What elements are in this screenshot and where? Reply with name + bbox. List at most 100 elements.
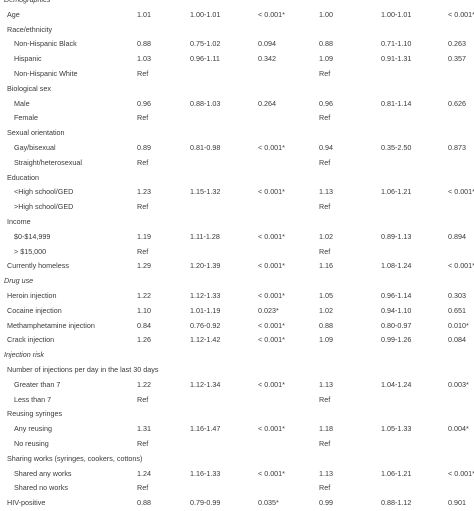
variable-label: Gay/bisexual <box>14 142 56 152</box>
variable-label: Non-Hispanic Black <box>14 39 77 49</box>
adjusted-ci: 0.91-1.31 <box>381 54 412 64</box>
unadjusted-ratio: 0.88 <box>137 498 151 508</box>
adjusted-p-value: 0.003* <box>448 379 469 389</box>
variable-label: Injection risk <box>4 350 44 360</box>
adjusted-ratio: Ref <box>319 483 331 493</box>
adjusted-ci: 0.35-2.50 <box>381 142 412 152</box>
table-row: Greater than 7 1.22 1.12-1.34 < 0.001* 1.13 1… <box>0 378 474 393</box>
variable-label: No reusing <box>14 438 49 448</box>
unadjusted-ratio: Ref <box>137 68 149 78</box>
table-row: Less than 7 Ref Ref <box>0 393 474 408</box>
unadjusted-ci: 0.96-1.11 <box>190 54 220 64</box>
variable-label: HIV-positive <box>7 498 46 508</box>
adjusted-ci: 0.71-1.10 <box>381 39 412 49</box>
adjusted-ratio: Ref <box>319 246 331 256</box>
unadjusted-p-value: 0.342 <box>258 54 276 64</box>
table-row: > $15,000 Ref Ref <box>0 245 474 260</box>
variable-label: Cocaine injection <box>7 305 62 315</box>
adjusted-ratio: 1.09 <box>319 335 333 345</box>
variable-label: Drug use <box>4 276 34 286</box>
unadjusted-ratio: Ref <box>137 246 149 256</box>
unadjusted-ratio: 0.84 <box>137 320 151 330</box>
unadjusted-ratio: 0.88 <box>137 39 151 49</box>
table-row: Methamphetamine injection 0.84 0.76-0.92 < … <box>0 319 474 334</box>
table-row: Gay/bisexual 0.89 0.81-0.98 < 0.001* 0.94 0.3… <box>0 141 474 156</box>
adjusted-ci: 1.06-1.21 <box>381 468 412 478</box>
adjusted-ci: 0.96-1.14 <box>381 290 412 300</box>
unadjusted-ratio: Ref <box>137 438 149 448</box>
table-row: Sexual orientation <box>0 126 474 141</box>
table-row: Shared no works Ref Ref <box>0 481 474 496</box>
variable-label: > $15,000 <box>14 246 47 256</box>
adjusted-ratio: 0.94 <box>319 142 333 152</box>
table-row: HIV-positive 0.88 0.79-0.99 0.035* 0.99 0.88-… <box>0 496 474 511</box>
table-row: Sharing works (syringes, cookers, cotton… <box>0 452 474 467</box>
adjusted-p-value: 0.010* <box>448 320 469 330</box>
unadjusted-ratio: 1.10 <box>137 305 151 315</box>
table-row: Income <box>0 215 474 230</box>
unadjusted-p-value: < 0.001* <box>258 9 285 19</box>
adjusted-ratio: 1.02 <box>319 231 333 241</box>
unadjusted-ratio: 1.31 <box>137 424 151 434</box>
adjusted-p-value: 0.303 <box>448 290 466 300</box>
unadjusted-p-value: < 0.001* <box>258 335 285 345</box>
variable-label: Number of injections per day in the last… <box>7 364 159 374</box>
variable-label: Male <box>14 98 30 108</box>
adjusted-ratio: Ref <box>319 394 331 404</box>
table-row: Straight/heterosexual Ref Ref <box>0 156 474 171</box>
adjusted-ci: 0.80-0.97 <box>381 320 412 330</box>
unadjusted-p-value: < 0.001* <box>258 290 285 300</box>
unadjusted-ci: 1.16-1.47 <box>190 424 221 434</box>
unadjusted-ratio: Ref <box>137 113 149 123</box>
section-header-row: Demographics <box>0 0 474 8</box>
variable-label: Any reusing <box>14 424 52 434</box>
table-row: Heroin injection 1.22 1.12-1.33 < 0.001* 1.0… <box>0 289 474 304</box>
adjusted-p-value: 0.894 <box>448 231 466 241</box>
adjusted-ratio: 1.13 <box>319 468 333 478</box>
unadjusted-ratio: 1.24 <box>137 468 151 478</box>
section-header-row: Drug use <box>0 274 474 289</box>
adjusted-ratio: 1.18 <box>319 424 333 434</box>
unadjusted-p-value: < 0.001* <box>258 320 285 330</box>
variable-label: Crack injection <box>7 335 55 345</box>
unadjusted-ci: 1.12-1.33 <box>190 290 221 300</box>
unadjusted-p-value: < 0.001* <box>258 468 285 478</box>
adjusted-ci: 1.06-1.21 <box>381 187 412 197</box>
adjusted-p-value: < 0.001* <box>448 261 474 271</box>
adjusted-ratio: 1.00 <box>319 9 333 19</box>
variable-label: Non-Hispanic White <box>14 68 78 78</box>
unadjusted-ci: 0.81-0.98 <box>190 142 221 152</box>
unadjusted-ci: 1.12-1.34 <box>190 379 221 389</box>
variable-label: Straight/heterosexual <box>14 157 82 167</box>
unadjusted-ratio: 1.26 <box>137 335 151 345</box>
adjusted-p-value: 0.901 <box>448 498 466 508</box>
variable-label: Biological sex <box>7 83 51 93</box>
unadjusted-p-value: 0.264 <box>258 98 276 108</box>
adjusted-ci: 0.89-1.13 <box>381 231 412 241</box>
variable-label: Methamphetamine injection <box>7 320 95 330</box>
adjusted-ci: 1.04-1.24 <box>381 379 412 389</box>
adjusted-ratio: 0.96 <box>319 98 333 108</box>
adjusted-ratio: 1.05 <box>319 290 333 300</box>
table-row: Age 1.01 1.00-1.01 < 0.001* 1.00 1.00-1.01 < 0… <box>0 8 474 23</box>
table-row: Shared any works 1.24 1.16-1.33 < 0.001* 1.1… <box>0 467 474 482</box>
table-row: Currently homeless 1.29 1.20-1.39 < 0.001* 1… <box>0 259 474 274</box>
unadjusted-p-value: 0.094 <box>258 39 276 49</box>
table-row: <High school/GED 1.23 1.15-1.32 < 0.001* 1.1… <box>0 185 474 200</box>
unadjusted-ratio: Ref <box>137 483 149 493</box>
unadjusted-ratio: Ref <box>137 157 149 167</box>
adjusted-ci: 0.88-1.12 <box>381 498 412 508</box>
unadjusted-p-value: < 0.001* <box>258 231 285 241</box>
adjusted-p-value: 0.004* <box>448 424 469 434</box>
unadjusted-ci: 1.16-1.33 <box>190 468 221 478</box>
adjusted-p-value: 0.873 <box>448 142 466 152</box>
unadjusted-ci: 1.15-1.32 <box>190 187 221 197</box>
table-row: Number of injections per day in the last… <box>0 363 474 378</box>
variable-label: Reusing syringes <box>7 409 63 419</box>
unadjusted-ratio: 1.23 <box>137 187 151 197</box>
variable-label: Demographics <box>4 0 50 8</box>
unadjusted-ci: 0.88-1.03 <box>190 98 221 108</box>
table-row: Non-Hispanic Black 0.88 0.75-1.02 0.094 0.88… <box>0 37 474 52</box>
adjusted-ratio: Ref <box>319 68 331 78</box>
